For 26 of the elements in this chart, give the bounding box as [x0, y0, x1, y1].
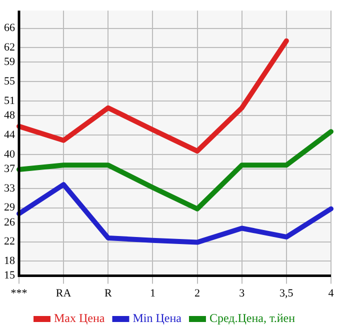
- y-tick-label: 37: [4, 162, 16, 175]
- legend-label: Min Цена: [132, 311, 182, 326]
- legend-label: Max Цена: [54, 311, 106, 326]
- y-tick-label: 15: [4, 270, 16, 282]
- y-tick-label: 59: [4, 56, 16, 68]
- x-tick-label: R: [104, 287, 112, 300]
- x-tick-label: RA: [56, 287, 72, 300]
- y-tick-label: 62: [4, 42, 15, 54]
- y-tick-label: 40: [4, 148, 16, 160]
- y-tick-label: 22: [4, 236, 15, 248]
- x-tick-label: 1: [150, 287, 156, 300]
- y-tick-label: 33: [4, 182, 16, 194]
- y-tick-label: 29: [4, 202, 16, 214]
- y-tick-label: 55: [4, 76, 16, 88]
- legend-label: Сред.Цена, т.йен: [209, 311, 296, 326]
- x-tick-label: ***: [10, 287, 28, 300]
- y-tick-label: 48: [4, 110, 16, 122]
- y-tick-label: 18: [4, 255, 16, 268]
- y-tick-label: 66: [4, 22, 16, 34]
- x-tick-label: 2: [194, 287, 200, 300]
- x-tick-label: 3: [239, 287, 246, 300]
- x-tick-label: 3,5: [280, 287, 294, 300]
- x-tick-label: 4: [328, 287, 334, 300]
- y-tick-label: 44: [4, 128, 16, 141]
- y-tick-label: 26: [4, 216, 16, 228]
- y-tick-label: 51: [4, 94, 15, 107]
